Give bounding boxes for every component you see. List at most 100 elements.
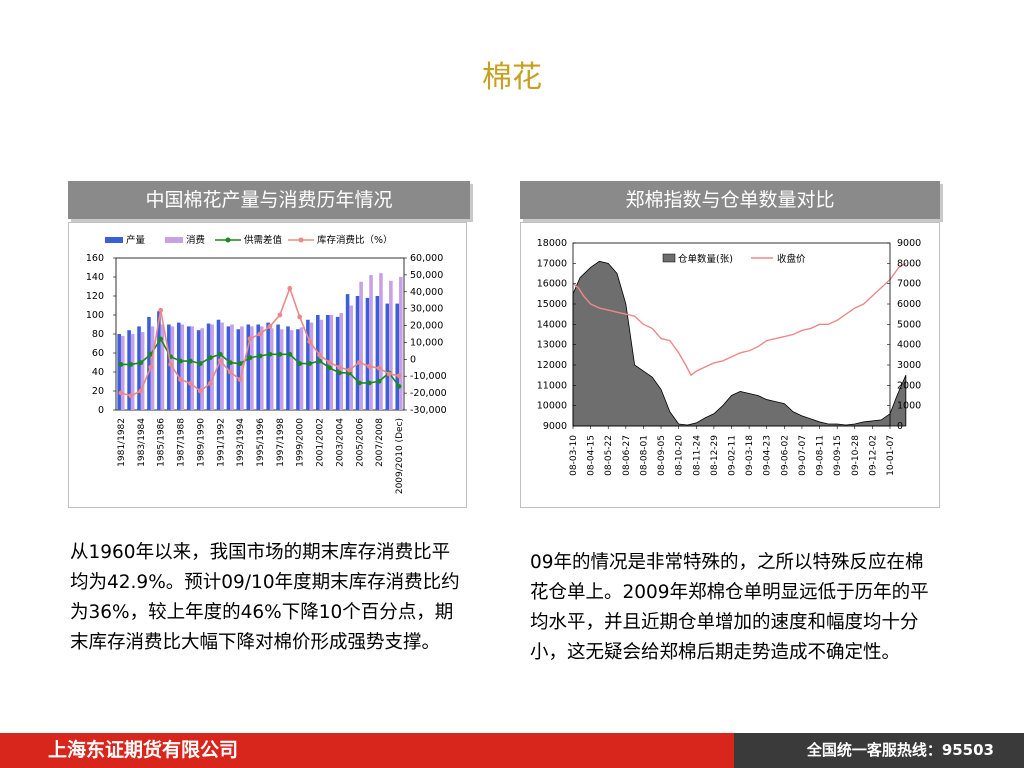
- point-balance: [138, 360, 144, 366]
- legend-label: 仓单数量(张): [678, 253, 733, 265]
- x-tick-label: 10-01-07: [886, 435, 896, 476]
- bar-production: [365, 297, 370, 410]
- cotton-production-consumption-chart: 产量 消费 供需差值 库存消费比（%） 0 20 40 60 80 100 120 140 160 -30…: [86, 234, 447, 494]
- bar-production: [286, 326, 290, 410]
- y-left-tick-label: 100: [86, 310, 104, 321]
- point-stock-ratio: [217, 358, 223, 363]
- x-tick-label: 1991/1992: [216, 418, 226, 467]
- bar-production: [355, 296, 360, 410]
- bar-production: [385, 303, 390, 410]
- x-tick-label: 08-11-24: [692, 435, 702, 476]
- x-tick-label: 09-10-28: [851, 435, 861, 476]
- x-tick-label: 09-08-11: [816, 435, 826, 476]
- bar-production: [186, 326, 191, 410]
- y-right-tick-label: 3000: [897, 360, 921, 371]
- bar-production: [127, 330, 131, 410]
- x-tick-label: 08-04-15: [587, 435, 597, 476]
- y-left-tick-label: 60: [92, 348, 104, 359]
- bar-production: [176, 322, 181, 410]
- bar-consumption: [210, 324, 214, 410]
- y-right-tick-label: 0: [410, 354, 416, 365]
- x-tick-label: 09-03-18: [745, 435, 755, 476]
- point-balance: [188, 358, 193, 364]
- y-left-tick-label: 15000: [537, 299, 567, 310]
- point-stock-ratio: [297, 314, 303, 320]
- x-tick-label: 1999/2000: [296, 418, 306, 467]
- point-balance: [247, 355, 253, 361]
- legend-label: 库存消费比（%）: [317, 234, 393, 246]
- legend-marker: [298, 237, 304, 243]
- bar-production: [157, 311, 161, 410]
- point-balance: [237, 361, 243, 366]
- y-right-tick-label: 0: [897, 421, 903, 432]
- bar-production: [345, 294, 350, 410]
- point-balance: [356, 380, 362, 386]
- bar-consumption: [379, 273, 383, 410]
- y-left-tick-label: 10000: [537, 401, 567, 412]
- x-tick-label: 08-12-29: [710, 435, 720, 476]
- point-balance: [277, 351, 283, 357]
- legend-label: 收盘价: [777, 253, 806, 265]
- point-balance: [207, 355, 213, 361]
- point-stock-ratio: [287, 286, 293, 291]
- legend-label: 产量: [126, 234, 146, 246]
- y-left-tick-label: 140: [86, 272, 104, 283]
- point-stock-ratio: [376, 365, 382, 371]
- y-right-tick-label: 4000: [897, 340, 921, 351]
- point-balance: [307, 361, 313, 366]
- x-tick-label: 09-04-23: [763, 435, 773, 476]
- footer-bar: 上海东证期货有限公司 全国统一客服热线：95503: [0, 733, 1024, 768]
- bar-production: [226, 326, 231, 410]
- bar-consumption: [220, 322, 224, 410]
- x-tick-label: 2007/2008: [375, 418, 385, 467]
- point-stock-ratio: [118, 390, 124, 396]
- legend-label: 消费: [186, 234, 205, 246]
- x-tick-label: 2009/2010 (Dec): [395, 418, 405, 494]
- bar-consumption: [309, 322, 314, 410]
- x-tick-label: 08-09-05: [657, 435, 667, 476]
- point-balance: [267, 351, 273, 357]
- bar-consumption: [250, 326, 254, 410]
- y-left-tick-label: 80: [92, 329, 104, 340]
- x-tick-label: 08-10-20: [675, 435, 685, 476]
- x-tick-label: 09-12-02: [868, 435, 878, 476]
- right-chart-box: 9000 10000 11000 12000 13000 14000 15000 16000 1…: [520, 222, 940, 508]
- y-right-tick-label: 7000: [897, 279, 921, 290]
- zhengzhou-cotton-index-warehouse-chart: 9000100001100012000130001400015000160001…: [537, 238, 921, 476]
- x-tick-label: 2005/2006: [355, 418, 365, 467]
- point-balance: [158, 336, 164, 342]
- x-tick-label: 1985/1986: [157, 418, 167, 467]
- y-left-tick-label: 14000: [537, 319, 567, 330]
- y-right-tick-label: 1000: [897, 401, 921, 412]
- bar-consumption: [299, 327, 304, 410]
- point-stock-ratio: [207, 381, 213, 386]
- footer-company: 上海东证期货有限公司: [48, 739, 239, 761]
- point-stock-ratio: [247, 336, 253, 342]
- point-stock-ratio: [257, 331, 263, 337]
- y-left-tick-label: 40: [92, 367, 104, 378]
- x-tick-label: 1983/1984: [137, 418, 147, 467]
- point-stock-ratio: [198, 388, 203, 394]
- x-tick-label: 08-08-01: [639, 435, 649, 476]
- y-right-tick-label: 9000: [897, 238, 921, 249]
- bar-production: [375, 296, 380, 410]
- bar-production: [236, 329, 241, 410]
- point-balance: [337, 370, 342, 376]
- bar-production: [167, 324, 171, 410]
- y-left-tick-label: 18000: [537, 238, 567, 249]
- point-stock-ratio: [168, 362, 174, 367]
- point-balance: [128, 362, 134, 367]
- y-right-tick-label: 20,000: [410, 321, 443, 332]
- x-tick-label: 1995/1996: [256, 418, 266, 467]
- y-left-tick-label: 16000: [537, 279, 567, 290]
- x-tick-label: 1993/1994: [236, 418, 246, 467]
- bar-consumption: [140, 332, 145, 410]
- point-stock-ratio: [128, 393, 134, 399]
- point-stock-ratio: [346, 367, 352, 373]
- bar-production: [137, 326, 141, 410]
- bar-consumption: [279, 329, 284, 410]
- bar-production: [117, 334, 121, 410]
- point-balance: [376, 378, 382, 384]
- y-right-tick-label: 40,000: [410, 287, 443, 298]
- left-panel-header: 中国棉花产量与消费历年情况: [68, 181, 470, 219]
